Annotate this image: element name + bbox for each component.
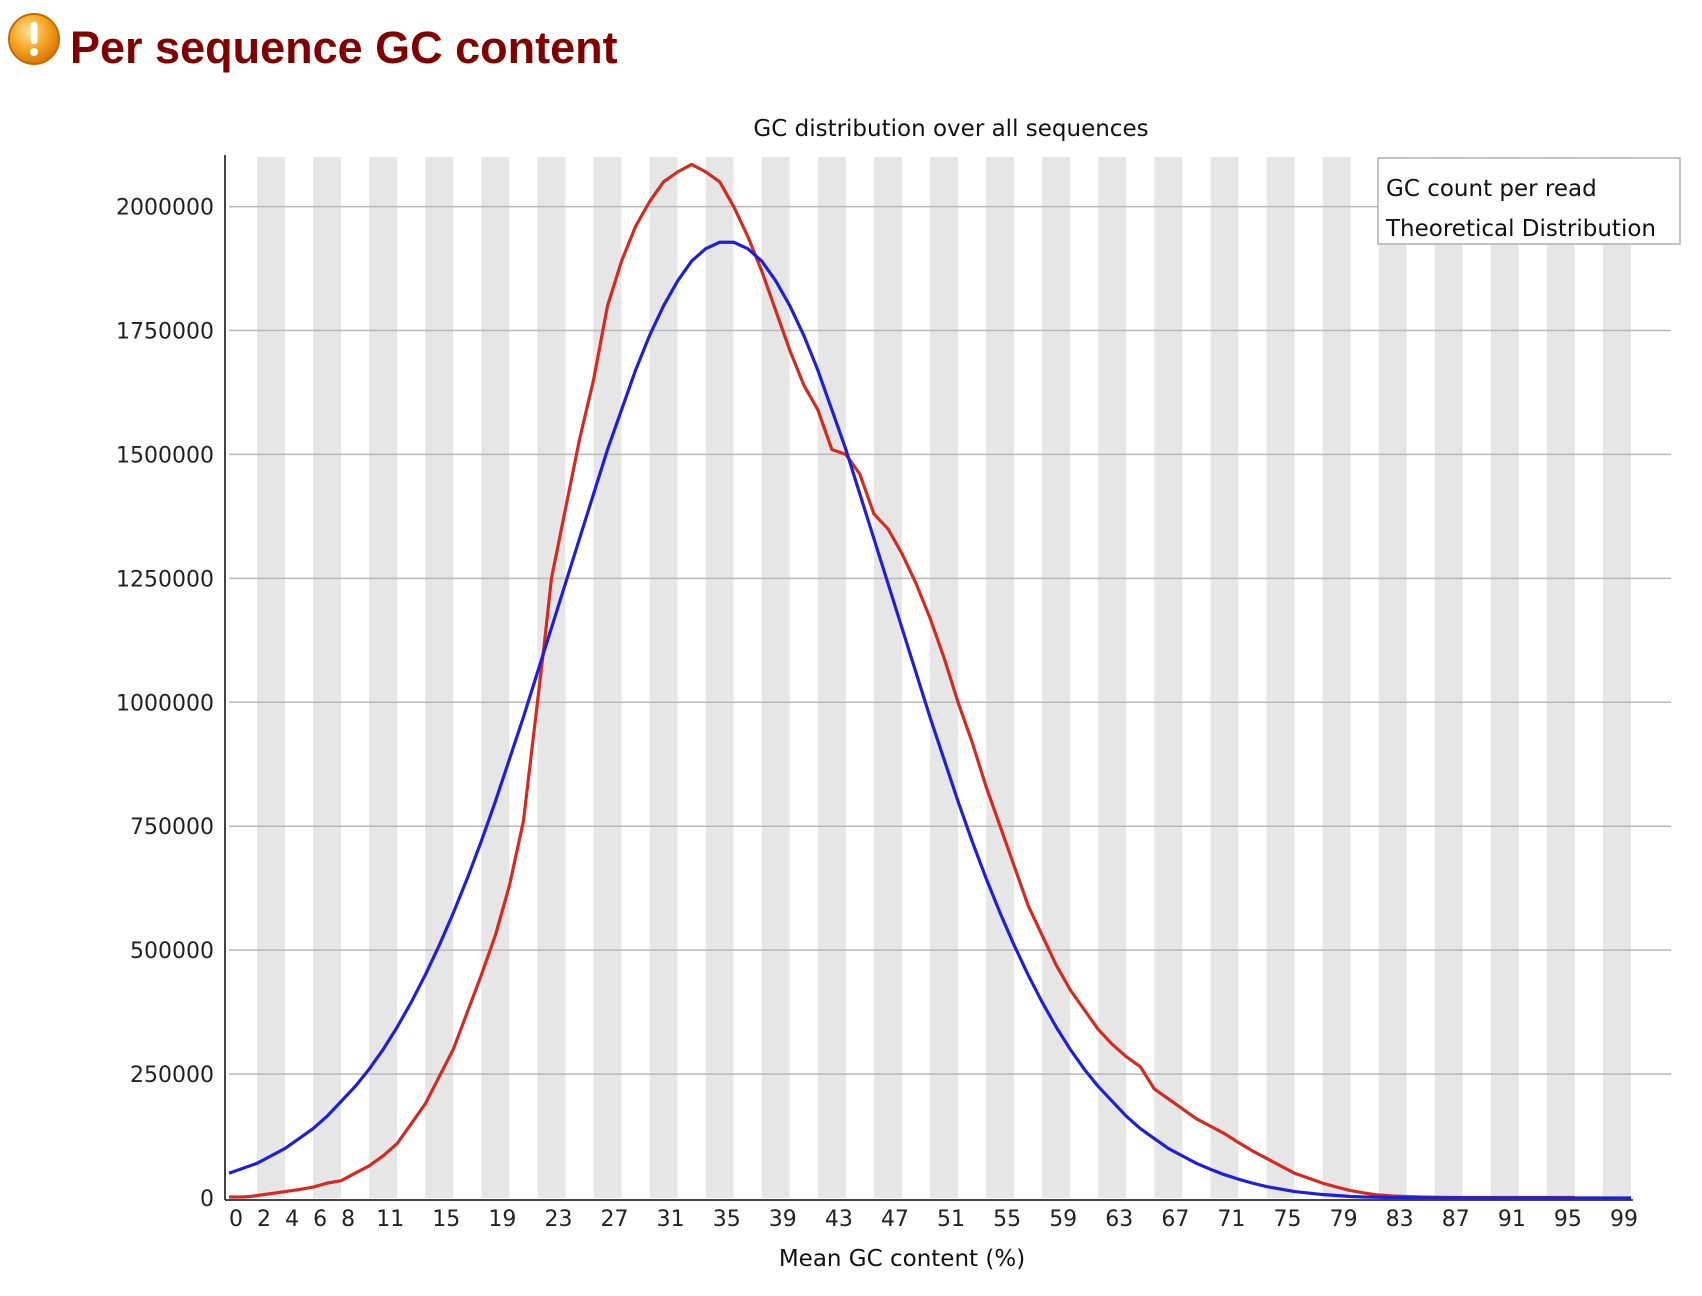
background-band — [1490, 157, 1519, 1198]
y-tick-label: 1500000 — [116, 443, 214, 468]
x-tick-label: 95 — [1554, 1207, 1582, 1232]
x-tick-label: 31 — [657, 1207, 685, 1232]
background-band — [817, 157, 846, 1198]
x-tick-label: 79 — [1330, 1207, 1358, 1232]
x-tick-label: 47 — [881, 1207, 909, 1232]
x-tick-label: 6 — [313, 1207, 327, 1232]
background-band — [565, 157, 594, 1198]
background-band — [1154, 157, 1183, 1198]
x-tick-label: 63 — [1105, 1207, 1133, 1232]
x-axis-label: Mean GC content (%) — [779, 1246, 1025, 1272]
x-tick-label: 15 — [432, 1207, 460, 1232]
background-band — [509, 157, 538, 1198]
background-band — [621, 157, 650, 1198]
report-header: Per sequence GC content — [6, 4, 618, 74]
series-line-theoretical — [228, 240, 1631, 1200]
background-band — [481, 157, 510, 1198]
background-band — [229, 157, 258, 1198]
x-tick-label: 59 — [1049, 1207, 1077, 1232]
background-band — [1210, 157, 1239, 1198]
x-axis-ticks: 0 2 4 6 8 11 15 19 23 27 31 35 39 43 47 51 55 59 63 67 71 75 7… — [229, 1207, 1638, 1232]
background-band — [1098, 157, 1127, 1198]
background-band — [1518, 157, 1547, 1198]
background-band — [313, 157, 342, 1198]
legend-entry-gc-count: GC count per read — [1386, 176, 1597, 202]
background-band — [1238, 157, 1267, 1198]
x-tick-label: 43 — [825, 1207, 853, 1232]
y-tick-label: 250000 — [130, 1063, 214, 1088]
x-tick-label: 27 — [601, 1207, 629, 1232]
series-layer — [228, 162, 1631, 1200]
chart-axes — [224, 155, 1633, 1201]
warning-icon — [8, 13, 60, 65]
x-tick-label: 75 — [1274, 1207, 1302, 1232]
background-band — [1434, 157, 1463, 1198]
y-axis-ticks: 0 250000 500000 750000 1000000 1250000 1500000… — [116, 196, 214, 1212]
plot-background-bands — [229, 157, 1631, 1198]
y-tick-label: 1250000 — [116, 567, 214, 592]
horizontal-gridlines — [229, 205, 1671, 1075]
background-band — [1462, 157, 1491, 1198]
background-band — [341, 157, 370, 1198]
x-tick-label: 11 — [376, 1207, 404, 1232]
x-tick-label: 19 — [488, 1207, 516, 1232]
background-band — [958, 157, 987, 1198]
x-tick-label: 91 — [1498, 1207, 1526, 1232]
background-band — [1294, 157, 1323, 1198]
background-band — [649, 157, 678, 1198]
y-tick-label: 0 — [200, 1187, 214, 1212]
x-tick-label: 4 — [285, 1207, 299, 1232]
background-band — [1350, 157, 1379, 1198]
background-band — [873, 157, 902, 1198]
background-band — [1182, 157, 1211, 1198]
y-tick-label: 1000000 — [116, 691, 214, 716]
background-band — [425, 157, 454, 1198]
background-band — [1574, 157, 1603, 1198]
background-band — [257, 157, 286, 1198]
x-tick-label: 83 — [1386, 1207, 1414, 1232]
background-band — [677, 157, 706, 1198]
x-tick-label: 23 — [544, 1207, 572, 1232]
x-tick-label: 0 — [229, 1207, 243, 1232]
background-band — [1406, 157, 1435, 1198]
x-tick-label: 99 — [1610, 1207, 1638, 1232]
background-band — [705, 157, 734, 1198]
page-title: Per sequence GC content — [70, 22, 618, 73]
background-band — [1266, 157, 1295, 1198]
x-tick-label: 51 — [937, 1207, 965, 1232]
x-tick-label: 35 — [713, 1207, 741, 1232]
background-band — [1602, 157, 1631, 1198]
chart-title: GC distribution over all sequences — [753, 116, 1148, 142]
background-band — [1070, 157, 1099, 1198]
background-band — [397, 157, 426, 1198]
series-line-gc-count — [229, 162, 1575, 1200]
y-tick-label: 750000 — [130, 815, 214, 840]
y-tick-label: 1750000 — [116, 320, 214, 345]
background-band — [733, 157, 762, 1198]
x-tick-label: 2 — [257, 1207, 271, 1232]
chart-legend: GC count per read Theoretical Distributi… — [1377, 157, 1681, 245]
background-band — [1378, 157, 1407, 1198]
background-band — [1546, 157, 1575, 1198]
background-band — [930, 157, 959, 1198]
background-band — [1014, 157, 1043, 1198]
background-band — [369, 157, 398, 1198]
background-band — [1322, 157, 1351, 1198]
x-tick-label: 39 — [769, 1207, 797, 1232]
legend-box — [1377, 157, 1681, 245]
x-tick-label: 71 — [1217, 1207, 1245, 1232]
legend-entry-theoretical: Theoretical Distribution — [1385, 216, 1656, 242]
y-tick-label: 2000000 — [116, 196, 214, 221]
background-band — [285, 157, 314, 1198]
background-band — [986, 157, 1015, 1198]
background-band — [1126, 157, 1155, 1198]
x-tick-label: 87 — [1442, 1207, 1470, 1232]
x-tick-label: 8 — [341, 1207, 355, 1232]
x-tick-label: 55 — [993, 1207, 1021, 1232]
background-band — [845, 157, 874, 1198]
y-tick-label: 500000 — [130, 939, 214, 964]
x-tick-label: 67 — [1161, 1207, 1189, 1232]
